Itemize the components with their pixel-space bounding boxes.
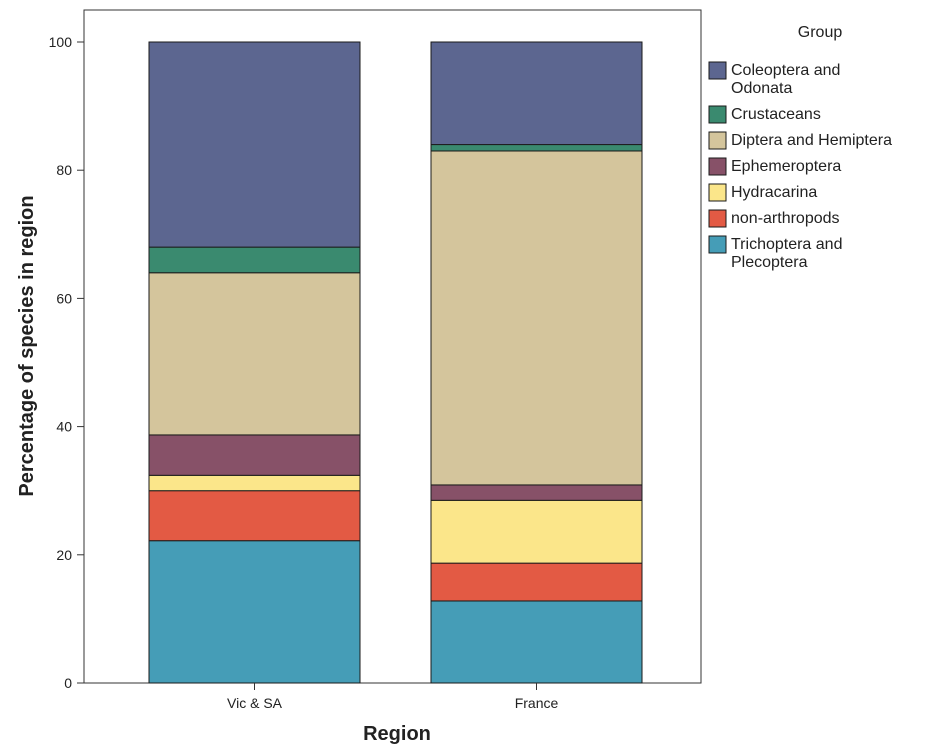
y-axis: 0 20 40 60 80 100: [49, 34, 84, 691]
x-axis: Vic & SA France: [227, 683, 558, 711]
y-tick-label: 20: [56, 547, 72, 563]
bar-segment-france-coleoptera-and-odonata: [430, 41, 643, 146]
legend-swatch-trichoptera-and-plecoptera: [708, 235, 727, 254]
legend-swatch-non-arthropods: [708, 209, 727, 228]
bars-group: [148, 41, 643, 684]
y-tick-label: 80: [56, 162, 72, 178]
legend-swatch-diptera-and-hemiptera: [708, 131, 727, 150]
legend-label-line: Ephemeroptera: [731, 158, 841, 175]
legend-label: Ephemeroptera: [731, 158, 841, 175]
bar-segment-france-hydracarina: [430, 499, 643, 564]
bar-segment-vic-sa-diptera-and-hemiptera: [148, 272, 361, 436]
bar-segment-vic-sa-crustaceans: [148, 246, 361, 274]
legend: Group Coleoptera and Odonata Crustaceans Di…: [708, 24, 892, 271]
y-tick-label: 40: [56, 419, 72, 435]
bar-segment-france-non-arthropods: [430, 562, 643, 602]
legend-title: Group: [798, 24, 843, 41]
bar-segment-vic-sa-coleoptera-and-odonata: [148, 41, 361, 248]
legend-label-line: Hydracarina: [731, 184, 817, 201]
x-tick-label: Vic & SA: [227, 695, 283, 711]
legend-label-line: Coleoptera and: [731, 62, 840, 79]
legend-label-line: Trichoptera and: [731, 236, 842, 253]
bar-segment-vic-sa-ephemeroptera: [148, 434, 361, 476]
legend-swatch-crustaceans: [708, 105, 727, 124]
legend-label-line: non-arthropods: [731, 210, 840, 227]
plot-frame: [83, 9, 702, 684]
x-axis-title: Region: [363, 723, 431, 745]
legend-label: Coleoptera and Odonata: [731, 62, 840, 97]
y-tick-label: 60: [56, 290, 72, 306]
legend-label: Crustaceans: [731, 106, 821, 123]
legend-swatch-hydracarina: [708, 183, 727, 202]
legend-label: non-arthropods: [731, 210, 840, 227]
legend-swatch-ephemeroptera: [708, 157, 727, 176]
legend-label-line: Plecoptera: [731, 254, 808, 271]
bar-segment-vic-sa-non-arthropods: [148, 490, 361, 542]
y-axis-title: Percentage of species in region: [16, 195, 38, 496]
y-tick-label: 0: [64, 675, 72, 691]
legend-swatch-coleoptera-and-odonata: [708, 61, 727, 80]
x-tick-label: France: [515, 695, 559, 711]
legend-label-line: Crustaceans: [731, 106, 821, 123]
legend-label: Diptera and Hemiptera: [731, 132, 892, 149]
bar-segment-france-crustaceans: [430, 144, 643, 152]
bar-segment-vic-sa-trichoptera-and-plecoptera: [148, 540, 361, 684]
legend-label-line: Diptera and Hemiptera: [731, 132, 892, 149]
legend-label-line: Odonata: [731, 80, 792, 97]
legend-label: Trichoptera and Plecoptera: [731, 236, 842, 271]
bar-segment-vic-sa-hydracarina: [148, 474, 361, 492]
y-tick-label: 100: [49, 34, 73, 50]
bar-segment-france-diptera-and-hemiptera: [430, 150, 643, 486]
bar-segment-france-trichoptera-and-plecoptera: [430, 600, 643, 684]
bar-segment-france-ephemeroptera: [430, 484, 643, 501]
legend-label: Hydracarina: [731, 184, 817, 201]
